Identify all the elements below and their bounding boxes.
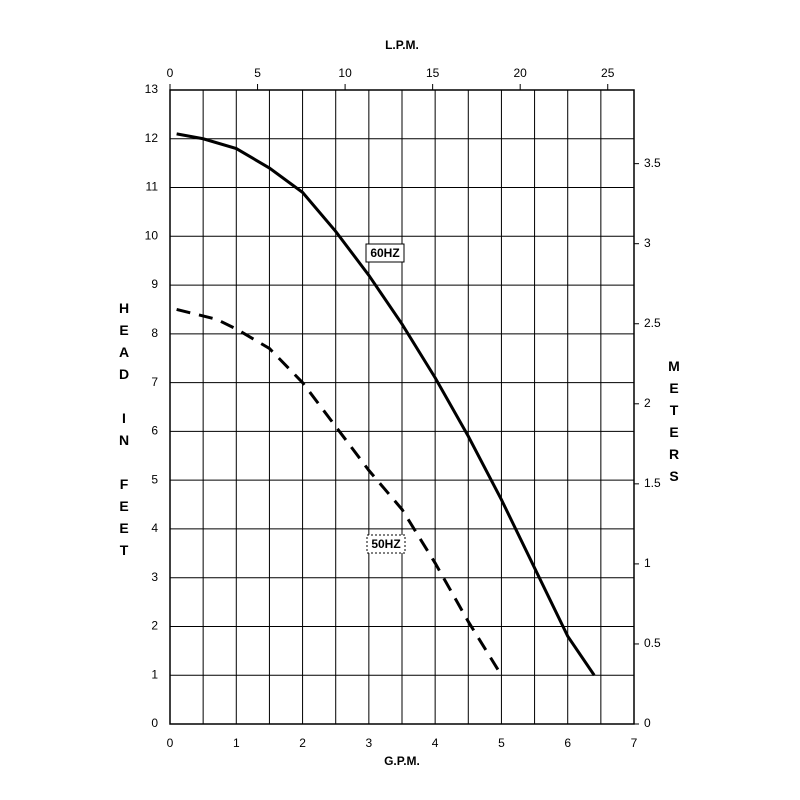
- series-line: [176, 132, 596, 677]
- series-line: [176, 308, 503, 677]
- y-tick-label: 8: [151, 326, 158, 340]
- y-tick-label: 9: [151, 277, 158, 291]
- x2-tick-label: 0: [167, 66, 174, 80]
- y-tick-label: 2: [151, 619, 158, 633]
- y2-tick-label: 1: [644, 556, 651, 570]
- y-tick-label: 4: [151, 521, 158, 535]
- legend-box: [365, 243, 405, 263]
- y2-tick-label: 3.5: [644, 156, 661, 170]
- x-tick-label: 1: [233, 736, 240, 750]
- legend-label: 50HZ: [371, 537, 400, 551]
- x-tick-label: 4: [432, 736, 439, 750]
- y-tick-label: 6: [151, 424, 158, 438]
- y2-tick-label: 3: [644, 236, 651, 250]
- y-tick-label: 5: [151, 472, 158, 486]
- x2-tick-label: 15: [426, 66, 440, 80]
- y2-tick-label: 2: [644, 396, 651, 410]
- x-tick-label: 7: [631, 736, 638, 750]
- x2-tick-label: 5: [254, 66, 261, 80]
- x-tick-label: 0: [167, 736, 174, 750]
- y-tick-label: 10: [145, 228, 159, 242]
- legend-label: 60HZ: [370, 246, 399, 260]
- y2-tick-label: 0: [644, 716, 651, 730]
- x-tick-label: 5: [498, 736, 505, 750]
- y-tick-label: 1: [151, 667, 158, 681]
- y2-tick-label: 1.5: [644, 476, 661, 490]
- y2-tick-label: 0.5: [644, 636, 661, 650]
- x2-tick-label: 10: [338, 66, 352, 80]
- y2-title: METERS: [666, 358, 682, 490]
- y-title: HEAD IN FEET: [116, 300, 132, 564]
- x-tick-label: 2: [299, 736, 306, 750]
- legend-box: [366, 534, 406, 554]
- x2-tick-label: 25: [601, 66, 615, 80]
- x2-tick-label: 20: [514, 66, 528, 80]
- y-tick-label: 12: [145, 131, 159, 145]
- y-tick-label: 0: [151, 716, 158, 730]
- y-tick-label: 3: [151, 570, 158, 584]
- y2-tick-label: 2.5: [644, 316, 661, 330]
- x-tick-label: 6: [564, 736, 571, 750]
- x-title: G.P.M.: [384, 754, 420, 768]
- plot-frame: [169, 89, 635, 725]
- x2-title: L.P.M.: [385, 38, 419, 52]
- y-tick-label: 13: [145, 82, 159, 96]
- y-tick-label: 7: [151, 375, 158, 389]
- y-tick-label: 11: [146, 180, 159, 194]
- x-tick-label: 3: [366, 736, 373, 750]
